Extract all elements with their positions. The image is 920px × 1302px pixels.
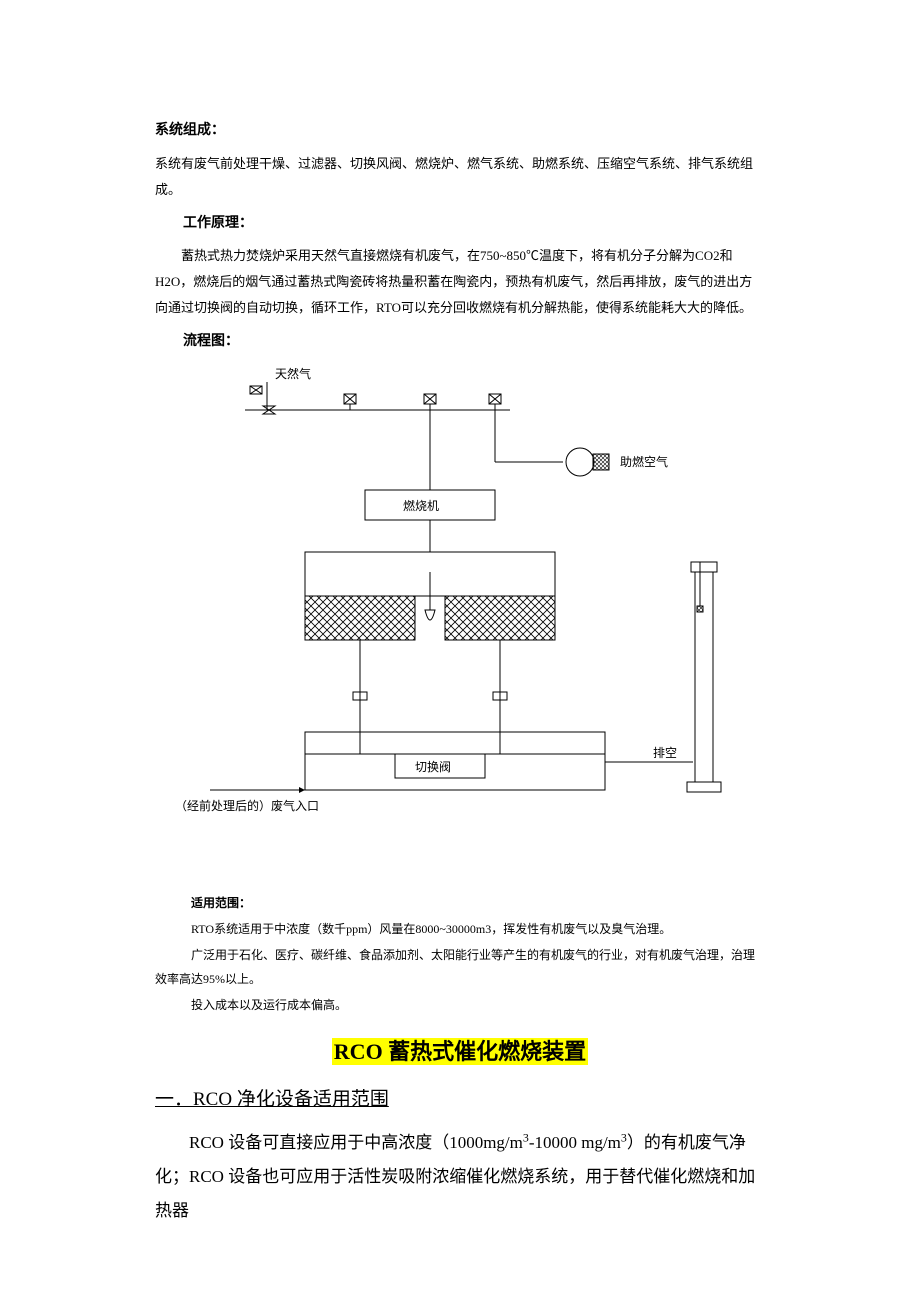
burner-label: 燃烧机 (403, 498, 439, 513)
scope-p1: RTO系统适用于中浓度（数千ppm）风量在8000~30000m3，挥发性有机废… (155, 917, 765, 941)
principle-heading: 工作原理： (155, 211, 765, 238)
switch-valve-label: 切换阀 (415, 760, 451, 774)
rco-p1-before: RCO 设备可直接应用于中高浓度（1000mg/m (189, 1133, 523, 1152)
combustion-air-label: 助燃空气 (620, 454, 668, 469)
natural-gas-label: 天然气 (275, 366, 311, 381)
document-page: 系统组成： 系统有废气前处理干燥、过滤器、切换风阀、燃烧炉、燃气系统、助燃系统、… (0, 0, 920, 1302)
rco-section-heading: 一．RCO 净化设备适用范围 (155, 1082, 765, 1118)
system-composition-text: 系统有废气前处理干燥、过滤器、切换风阀、燃烧炉、燃气系统、助燃系统、压缩空气系统… (155, 151, 765, 203)
scope-p3: 投入成本以及运行成本偏高。 (155, 993, 765, 1017)
rco-title-wrap: RCO 蓄热式催化燃烧装置 (155, 1031, 765, 1073)
rco-title: RCO 蓄热式催化燃烧装置 (332, 1038, 588, 1065)
system-composition-heading: 系统组成： (155, 118, 765, 145)
principle-text: 蓄热式热力焚烧炉采用天然气直接燃烧有机废气，在750~850℃温度下，将有机分子… (155, 243, 765, 321)
flowchart-diagram: 天然气 (155, 362, 765, 862)
rco-body-p1: RCO 设备可直接应用于中高浓度（1000mg/m3-10000 mg/m3）的… (155, 1126, 765, 1228)
scope-heading: 适用范围： (155, 892, 765, 915)
rco-p1-mid: -10000 mg/m (529, 1133, 621, 1152)
exhaust-label: 排空 (653, 746, 677, 760)
inlet-label: （经前处理后的）废气入口 (175, 798, 319, 813)
flowchart-heading: 流程图： (155, 329, 765, 356)
scope-p2: 广泛用于石化、医疗、碳纤维、食品添加剂、太阳能行业等产生的有机废气的行业，对有机… (155, 943, 765, 991)
